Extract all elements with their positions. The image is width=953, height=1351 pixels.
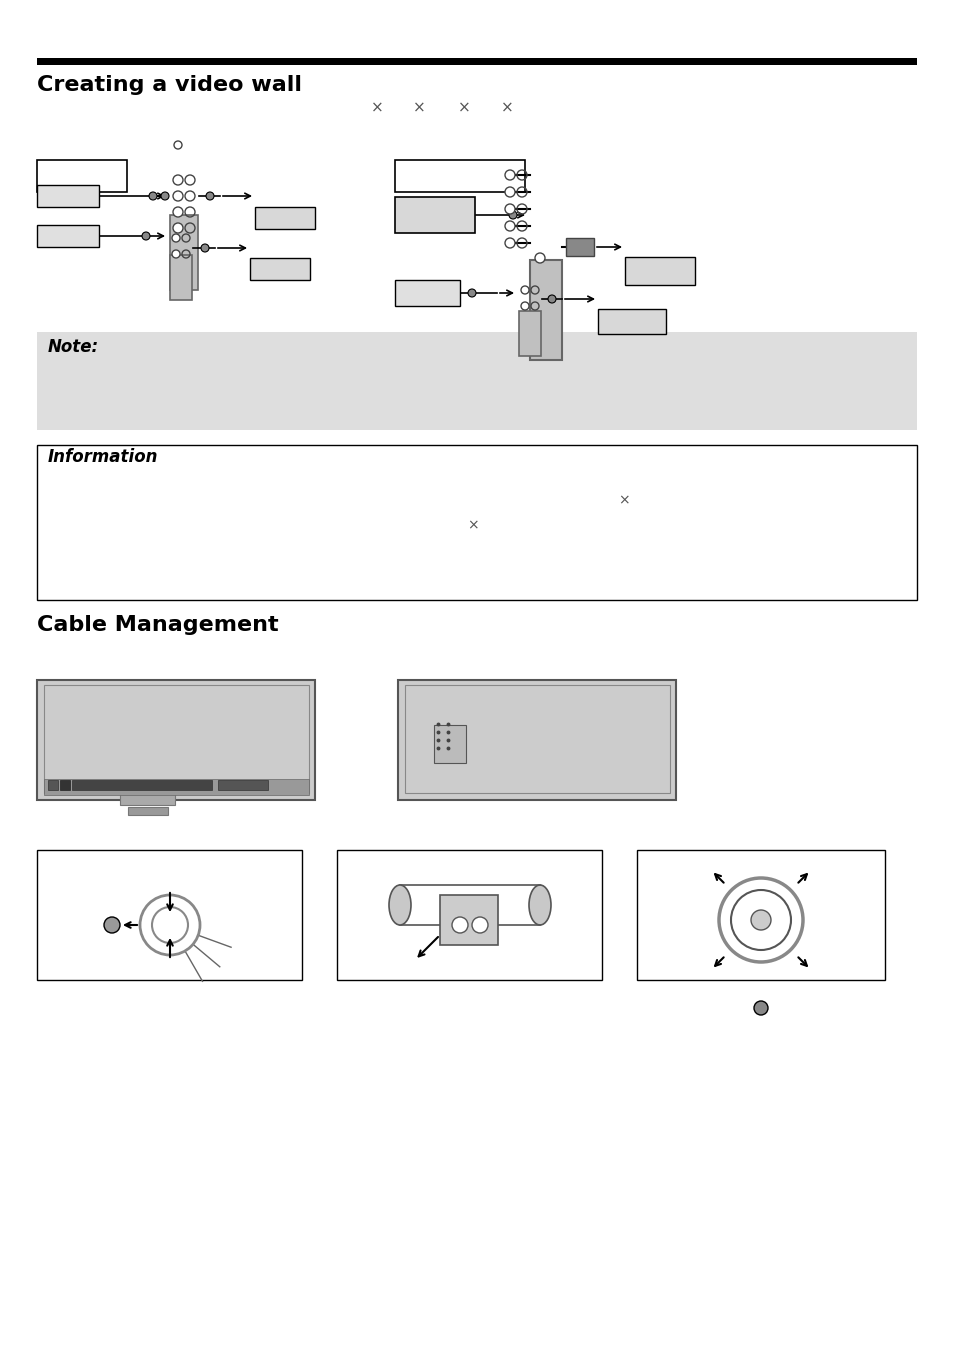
Bar xyxy=(128,807,168,815)
Circle shape xyxy=(172,250,180,258)
Bar xyxy=(37,680,314,800)
Text: ×: × xyxy=(467,517,478,532)
Bar xyxy=(37,850,302,979)
Bar xyxy=(37,58,916,65)
Text: Cable Management: Cable Management xyxy=(37,615,278,635)
Text: ×: × xyxy=(618,493,629,507)
Text: Note:: Note: xyxy=(48,338,99,357)
Bar xyxy=(395,159,524,192)
Circle shape xyxy=(504,238,515,249)
Circle shape xyxy=(172,207,183,218)
Circle shape xyxy=(472,917,488,934)
Bar xyxy=(120,793,174,805)
Bar xyxy=(170,215,198,290)
Text: Creating a video wall: Creating a video wall xyxy=(37,76,302,95)
Circle shape xyxy=(172,234,180,242)
Bar xyxy=(44,685,309,793)
Text: Information: Information xyxy=(48,449,158,466)
Bar xyxy=(71,780,212,790)
Bar xyxy=(60,780,70,790)
Bar xyxy=(598,309,665,334)
Bar xyxy=(250,258,310,280)
Circle shape xyxy=(172,190,183,201)
Circle shape xyxy=(520,286,529,295)
Bar xyxy=(397,680,676,800)
Circle shape xyxy=(753,1001,767,1015)
Circle shape xyxy=(504,170,515,180)
Bar xyxy=(434,725,465,763)
Text: ×: × xyxy=(370,100,383,115)
Ellipse shape xyxy=(389,885,411,925)
Circle shape xyxy=(468,289,476,297)
Circle shape xyxy=(452,917,468,934)
Bar xyxy=(170,255,192,300)
Bar xyxy=(336,850,601,979)
Bar xyxy=(218,780,268,790)
Bar xyxy=(37,332,916,430)
Bar xyxy=(624,257,695,285)
Ellipse shape xyxy=(529,885,551,925)
Bar xyxy=(44,780,309,794)
Circle shape xyxy=(104,917,120,934)
Circle shape xyxy=(509,211,517,219)
Bar xyxy=(565,238,594,255)
Circle shape xyxy=(750,911,770,929)
Bar xyxy=(37,444,916,600)
Circle shape xyxy=(206,192,213,200)
Circle shape xyxy=(201,245,209,253)
Bar xyxy=(48,780,58,790)
Text: ×: × xyxy=(413,100,426,115)
Bar xyxy=(518,311,540,357)
Circle shape xyxy=(173,141,182,149)
Circle shape xyxy=(161,192,169,200)
Bar xyxy=(37,226,99,247)
Circle shape xyxy=(172,223,183,232)
Circle shape xyxy=(547,295,556,303)
Bar xyxy=(637,850,884,979)
Circle shape xyxy=(535,253,544,263)
Bar xyxy=(405,685,669,793)
Circle shape xyxy=(504,222,515,231)
Circle shape xyxy=(504,186,515,197)
Bar xyxy=(37,185,99,207)
Bar xyxy=(395,197,475,232)
Bar xyxy=(530,259,561,359)
Bar xyxy=(37,159,127,192)
Bar xyxy=(254,207,314,230)
Circle shape xyxy=(504,204,515,213)
Bar xyxy=(395,280,459,305)
Text: ×: × xyxy=(457,100,471,115)
Circle shape xyxy=(172,176,183,185)
Bar xyxy=(439,894,497,944)
Text: ×: × xyxy=(500,100,514,115)
Circle shape xyxy=(520,303,529,309)
Circle shape xyxy=(149,192,157,200)
Circle shape xyxy=(142,232,150,240)
